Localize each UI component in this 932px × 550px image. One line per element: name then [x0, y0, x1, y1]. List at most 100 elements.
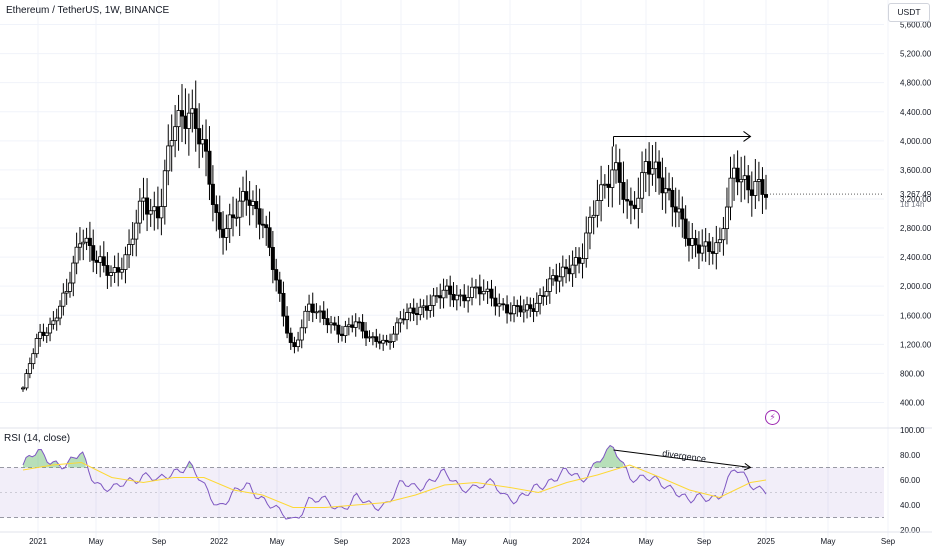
candle-up: [700, 245, 705, 254]
candle-up: [98, 256, 103, 263]
candle-down: [292, 342, 297, 348]
candle-up: [224, 228, 229, 238]
candle-up: [614, 162, 619, 171]
candle-down: [625, 199, 630, 202]
price-tick-label: 2,000.00: [900, 282, 932, 291]
candle-down: [501, 303, 506, 306]
candle-up: [381, 339, 386, 344]
candle-down: [735, 167, 740, 183]
candle-down: [105, 265, 110, 276]
candle-up: [237, 200, 242, 218]
candle-down: [531, 308, 536, 312]
rsi-tick-label: 100.00: [900, 426, 925, 435]
candle-down: [350, 324, 355, 328]
price-grid: [0, 0, 889, 538]
time-tick-label: Sep: [152, 537, 167, 546]
candle-down: [564, 266, 569, 270]
candle-down: [210, 183, 215, 205]
candle-up: [756, 179, 761, 182]
candle-down: [247, 199, 252, 206]
candle-up: [481, 291, 486, 295]
candle-up: [398, 318, 403, 324]
candle-up: [367, 336, 372, 339]
candle-down: [628, 200, 633, 206]
candle-up: [599, 184, 604, 201]
price-tick-label: 4,000.00: [900, 137, 932, 146]
rsi-tick-label: 20.00: [900, 526, 921, 535]
candle-up: [591, 214, 596, 218]
currency-button[interactable]: USDT: [888, 3, 930, 22]
candle-down: [515, 305, 520, 307]
candle-down: [288, 332, 293, 343]
candle-up: [123, 254, 128, 270]
candle-down: [462, 294, 467, 302]
time-tick-label: 2022: [210, 537, 228, 546]
candle-up: [721, 228, 726, 241]
candle-up: [353, 321, 358, 328]
candle-up: [20, 387, 25, 390]
lightning-icon[interactable]: ⚡: [765, 410, 780, 425]
candle-up: [51, 320, 56, 325]
candle-up: [538, 295, 543, 304]
candle-down: [451, 293, 456, 301]
price-tick-label: 1,200.00: [900, 340, 932, 349]
candle-down: [339, 333, 344, 337]
candle-down: [91, 245, 96, 261]
candle-up: [714, 242, 719, 254]
divergence-arrow-price: [613, 131, 752, 147]
candle-up: [314, 311, 319, 314]
candle-up: [521, 309, 526, 313]
candle-up: [454, 294, 459, 301]
rsi-divergence-arrow: [613, 449, 751, 468]
candle-down: [632, 204, 637, 209]
candle-up: [388, 341, 393, 343]
candle-up: [109, 272, 114, 276]
candle-down: [207, 150, 212, 185]
candle-down: [438, 295, 443, 299]
candle-up: [728, 177, 733, 208]
candle-up: [299, 327, 304, 341]
rsi-title: RSI (14, close): [4, 433, 71, 444]
candle-up: [703, 241, 708, 247]
candle-up: [602, 183, 607, 186]
price-tick-label: 3,600.00: [900, 166, 932, 175]
candle-down: [183, 115, 188, 129]
candle-down: [683, 218, 688, 239]
candle-down: [554, 275, 559, 282]
time-tick-label: Sep: [697, 537, 712, 546]
price-tick-label: 1,600.00: [900, 311, 932, 320]
candle-down: [267, 227, 272, 248]
candle-up: [190, 108, 195, 114]
time-tick-label: 2023: [392, 537, 410, 546]
countdown-label: 1d 14h: [900, 200, 924, 209]
candle-up: [394, 322, 399, 335]
arrow-head: [743, 131, 752, 142]
candle-down: [749, 189, 754, 196]
candle-down: [617, 162, 622, 183]
candle-up: [431, 295, 436, 306]
divergence-label: divergence: [662, 448, 707, 464]
candle-down: [696, 244, 701, 254]
last-price-label: 3,267.49: [900, 190, 932, 199]
candle-down: [448, 285, 453, 295]
candle-up: [405, 312, 410, 321]
candle-up: [742, 175, 747, 180]
price-tick-label: 3,200.00: [900, 195, 932, 204]
candle-down: [670, 189, 675, 208]
candle-down: [87, 237, 92, 246]
symbol-title: Ethereum / TetherUS, 1W, BINANCE: [6, 5, 170, 16]
candle-down: [621, 182, 626, 200]
candle-up: [58, 305, 63, 319]
rsi-overbought-fill: [186, 461, 193, 468]
candle-down: [541, 295, 546, 297]
candle-down: [155, 206, 160, 219]
candle-down: [505, 304, 510, 314]
candle-up: [130, 238, 135, 245]
candle-down: [686, 238, 691, 246]
candle-up: [200, 139, 205, 145]
candle-up: [525, 304, 530, 311]
candle-up: [134, 222, 139, 240]
candle-up: [31, 353, 36, 365]
candle-down: [281, 292, 286, 317]
